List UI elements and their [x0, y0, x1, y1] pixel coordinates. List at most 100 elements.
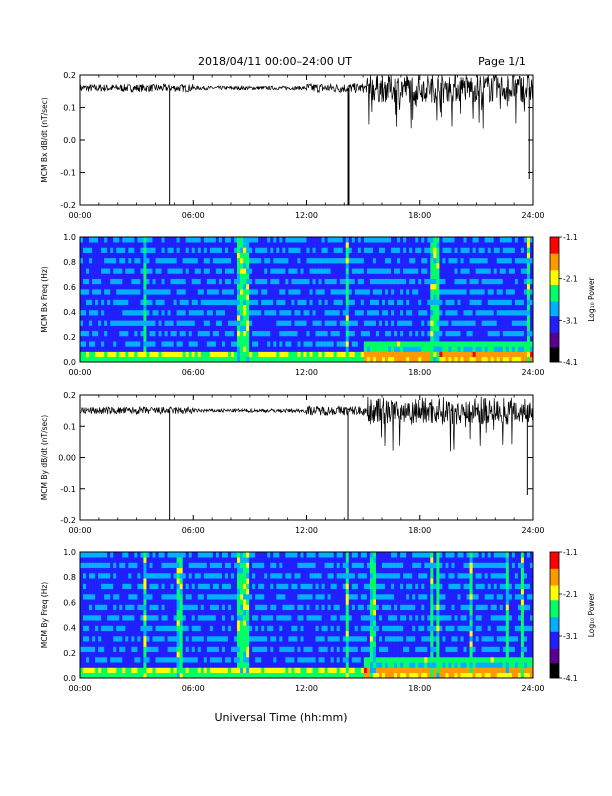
heatmap-cell	[113, 599, 116, 605]
heatmap-cell	[424, 294, 427, 300]
heatmap-cell	[219, 352, 222, 358]
heatmap-cell	[334, 357, 337, 363]
heatmap-cell	[307, 284, 310, 290]
heatmap-cell	[297, 305, 300, 311]
heatmap-cell	[442, 310, 445, 316]
heatmap-cell	[146, 289, 149, 295]
heatmap-cell	[494, 352, 497, 358]
heatmap-cell	[216, 341, 219, 347]
heatmap-cell	[382, 346, 385, 352]
heatmap-cell	[509, 346, 512, 352]
heatmap-cell	[397, 289, 400, 295]
heatmap-cell	[189, 247, 192, 253]
heatmap-cell	[300, 305, 303, 311]
heatmap-cell	[116, 331, 119, 337]
heatmap-cell	[125, 626, 128, 632]
heatmap-cell	[491, 237, 494, 243]
heatmap-cell	[497, 352, 500, 358]
heatmap-cell	[361, 268, 364, 274]
heatmap-cell	[352, 336, 355, 342]
heatmap-cell	[379, 284, 382, 290]
heatmap-cell	[376, 247, 379, 253]
heatmap-cell	[433, 237, 436, 243]
heatmap-cell	[134, 652, 137, 658]
heatmap-cell	[467, 284, 470, 290]
heatmap-cell	[303, 258, 306, 264]
heatmap-cell	[146, 279, 149, 285]
heatmap-cell	[307, 310, 310, 316]
heatmap-cell	[319, 352, 322, 358]
heatmap-cell	[479, 258, 482, 264]
heatmap-cell	[373, 289, 376, 295]
heatmap-cell	[177, 346, 180, 352]
heatmap-cell	[415, 263, 418, 269]
heatmap-cell	[113, 331, 116, 337]
heatmap-cell	[524, 352, 527, 358]
heatmap-cell	[192, 636, 195, 642]
heatmap-cell	[246, 326, 249, 332]
heatmap-cell	[322, 320, 325, 326]
heatmap-cell	[403, 289, 406, 295]
heatmap-cell	[192, 657, 195, 663]
heatmap-cell	[183, 305, 186, 311]
heatmap-cell	[192, 620, 195, 626]
heatmap-cell	[171, 263, 174, 269]
heatmap-cell	[225, 284, 228, 290]
heatmap-cell	[325, 242, 328, 248]
heatmap-cell	[228, 352, 231, 358]
heatmap-cell	[352, 294, 355, 300]
heatmap-cell	[361, 279, 364, 285]
heatmap-cell	[207, 652, 210, 658]
heatmap-cell	[485, 320, 488, 326]
heatmap-cell	[467, 357, 470, 363]
heatmap-cell	[219, 346, 222, 352]
heatmap-cell	[524, 237, 527, 243]
heatmap-cell	[349, 357, 352, 363]
heatmap-cell	[134, 341, 137, 347]
heatmap-cell	[98, 584, 101, 590]
heatmap-cell	[331, 237, 334, 243]
heatmap-cell	[300, 352, 303, 358]
heatmap-cell	[146, 578, 149, 584]
heatmap-cell	[270, 341, 273, 347]
heatmap-cell	[470, 263, 473, 269]
heatmap-cell	[451, 242, 454, 248]
heatmap-cell	[131, 673, 134, 679]
heatmap-cell	[210, 352, 213, 358]
heatmap-cell	[491, 300, 494, 306]
heatmap-cell	[140, 242, 143, 248]
heatmap-cell	[162, 615, 165, 621]
heatmap-cell	[92, 662, 95, 668]
heatmap-cell	[168, 326, 171, 332]
heatmap-cell	[119, 242, 122, 248]
heatmap-cell	[509, 352, 512, 358]
heatmap-cell	[352, 305, 355, 311]
heatmap-cell	[128, 573, 131, 579]
heatmap-cell	[219, 284, 222, 290]
heatmap-cell	[246, 253, 249, 259]
heatmap-cell	[418, 326, 421, 332]
heatmap-cell	[98, 594, 101, 600]
heatmap-cell	[104, 305, 107, 311]
heatmap-cell	[107, 247, 110, 253]
heatmap-cell	[346, 352, 349, 358]
heatmap-cell	[316, 346, 319, 352]
heatmap-cell	[231, 263, 234, 269]
heatmap-cell	[412, 237, 415, 243]
heatmap-cell	[210, 320, 213, 326]
heatmap-cell	[503, 305, 506, 311]
heatmap-cell	[273, 315, 276, 321]
heatmap-cell	[204, 305, 207, 311]
heatmap-cell	[361, 300, 364, 306]
heatmap-cell	[349, 346, 352, 352]
heatmap-cell	[240, 300, 243, 306]
colorbar-cell	[550, 295, 559, 297]
heatmap-cell	[186, 578, 189, 584]
heatmap-cell	[140, 357, 143, 363]
heatmap-cell	[264, 242, 267, 248]
heatmap-cell	[128, 641, 131, 647]
heatmap-cell	[400, 352, 403, 358]
heatmap-cell	[101, 331, 104, 337]
heatmap-cell	[104, 268, 107, 274]
heatmap-cell	[234, 310, 237, 316]
